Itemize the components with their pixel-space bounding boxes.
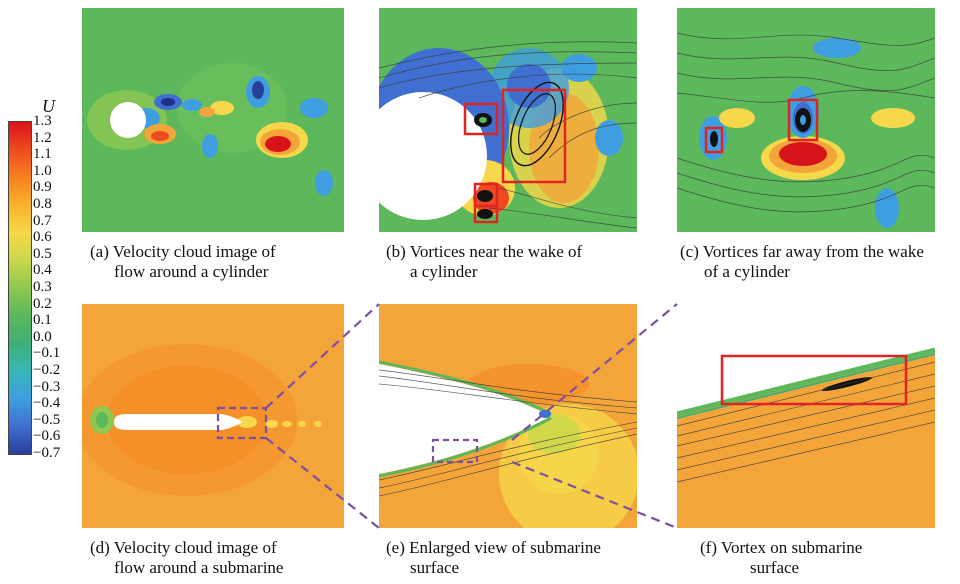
colorbar-tick-label: 1.3 bbox=[33, 113, 52, 129]
colorbar-tick-label: −0.7 bbox=[33, 445, 61, 461]
colorbar-tick-label: −0.5 bbox=[33, 411, 61, 428]
panel-c-far-wake-vortices bbox=[677, 8, 935, 232]
colorbar-tick-label: 1.1 bbox=[33, 146, 52, 163]
caption-c: (c) Vortices far away from the wake of a… bbox=[680, 242, 924, 282]
caption-f: (f) Vortex on submarine surface bbox=[700, 538, 862, 578]
caption-a-line2: flow around a cylinder bbox=[114, 262, 269, 281]
caption-f-line2: surface bbox=[750, 558, 800, 577]
colorbar-tick-label: −0.6 bbox=[33, 428, 61, 445]
panel-a-cylinder-flow bbox=[82, 8, 344, 232]
caption-d-line2: flow around a submarine bbox=[114, 558, 284, 577]
colorbar-tick-label: −0.3 bbox=[33, 378, 61, 395]
colorbar-tick-label: 0.0 bbox=[33, 328, 52, 345]
colorbar bbox=[8, 121, 32, 455]
colorbar-tick-label: −0.4 bbox=[33, 395, 61, 412]
colorbar-tick-label: −0.2 bbox=[33, 362, 61, 378]
colorbar-tick-label: 0.9 bbox=[33, 179, 52, 196]
caption-d: (d) Velocity cloud image of flow around … bbox=[90, 538, 283, 578]
caption-c-line2: of a cylinder bbox=[704, 262, 790, 281]
colorbar-tick-label: −0.1 bbox=[33, 345, 61, 362]
colorbar-tick-label: 0.8 bbox=[33, 196, 52, 212]
colorbar-tick-label: 0.5 bbox=[33, 245, 52, 262]
caption-e-line2: surface bbox=[410, 558, 460, 577]
colorbar-tick-label: 1.0 bbox=[33, 162, 52, 179]
caption-b-line2: a cylinder bbox=[410, 262, 478, 281]
caption-b-line1: (b) Vortices near the wake of bbox=[386, 242, 583, 261]
colorbar-tick-label: 0.2 bbox=[33, 295, 52, 312]
colorbar-tick-label: 0.4 bbox=[33, 262, 52, 279]
colorbar-title: U bbox=[42, 96, 55, 116]
caption-d-line1: (d) Velocity cloud image of bbox=[90, 538, 277, 557]
caption-a: (a) Velocity cloud image of flow around … bbox=[90, 242, 276, 282]
panel-d-submarine-flow bbox=[82, 304, 344, 528]
caption-e-line1: (e) Enlarged view of submarine bbox=[386, 538, 601, 557]
caption-e: (e) Enlarged view of submarine surface bbox=[386, 538, 601, 578]
caption-b: (b) Vortices near the wake of a cylinder bbox=[386, 242, 582, 282]
caption-c-line1: (c) Vortices far away from the wake bbox=[680, 242, 924, 261]
panel-f-submarine-surface-vortex bbox=[677, 304, 935, 528]
panel-b-near-wake-vortices bbox=[379, 8, 637, 232]
panel-e-enlarged-submarine-surface bbox=[379, 304, 637, 528]
colorbar-tick-label: 0.6 bbox=[33, 229, 52, 246]
colorbar-tick-label: 0.7 bbox=[33, 212, 52, 229]
caption-f-line1: (f) Vortex on submarine bbox=[700, 538, 863, 557]
colorbar-tick-label: 1.2 bbox=[33, 129, 52, 146]
caption-a-line1: (a) Velocity cloud image of bbox=[90, 242, 276, 261]
colorbar-tick-label: 0.1 bbox=[33, 312, 52, 329]
colorbar-tick-label: 0.3 bbox=[33, 279, 52, 295]
